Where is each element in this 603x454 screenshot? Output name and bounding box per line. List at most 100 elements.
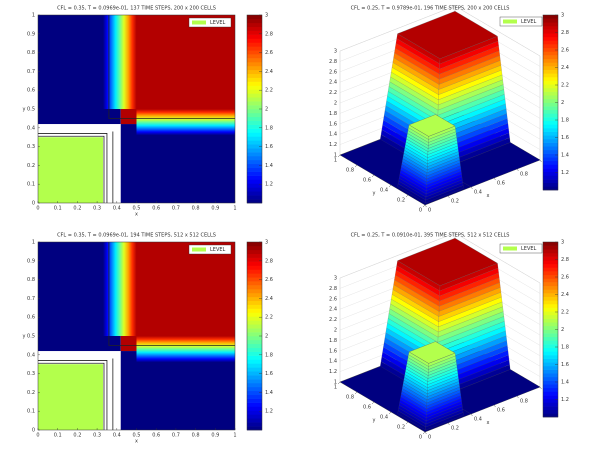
region bbox=[120, 15, 235, 125]
colorbar-cell bbox=[247, 156, 262, 161]
colorbar-tick-label: 1.2 bbox=[561, 170, 569, 176]
colorbar-cell bbox=[247, 289, 262, 294]
colorbar-cell bbox=[543, 66, 558, 70]
colorbar-tick-label: 2.6 bbox=[561, 48, 569, 54]
colorbar-cell bbox=[247, 351, 262, 356]
colorbar-cell bbox=[543, 285, 558, 290]
x-tick-label: 0 bbox=[428, 435, 431, 441]
colorbar-cell bbox=[543, 175, 558, 180]
colorbar-cell bbox=[247, 136, 262, 141]
colorbar-cell bbox=[543, 293, 558, 297]
colorbar-tick-label: 1.8 bbox=[265, 125, 273, 131]
colorbar-tick-label: 2 bbox=[265, 334, 268, 340]
colorbar-cell bbox=[543, 322, 558, 327]
x-tick-label: 0.4 bbox=[474, 190, 482, 196]
colorbar-cell bbox=[247, 328, 262, 333]
panel: 0 0.1 0.2 0.3 0.4 0.5 0.6 0.7 0.8 0.9 1 0 0.1 0.2 0.3 0… bbox=[23, 6, 273, 218]
y-axis-label: y bbox=[23, 334, 26, 340]
colorbar-cell bbox=[543, 303, 558, 308]
colorbar-tick-label: 1.6 bbox=[265, 371, 273, 377]
colorbar-cell bbox=[543, 340, 558, 345]
colorbar-cell bbox=[543, 117, 558, 122]
colorbar-cell bbox=[247, 54, 262, 59]
x-tick bbox=[493, 404, 496, 408]
colorbar-cell bbox=[543, 260, 558, 265]
colorbar-cell bbox=[247, 46, 262, 51]
x-tick-label: 0.4 bbox=[113, 206, 121, 212]
colorbar-cell bbox=[247, 187, 262, 192]
z-tick-label: 2 bbox=[334, 101, 337, 107]
colorbar-tick-label: 2 bbox=[561, 327, 564, 333]
colorbar-cell bbox=[247, 179, 262, 184]
x-axis-label: x bbox=[135, 439, 138, 445]
colorbar-cell bbox=[247, 386, 262, 392]
x-tick-label: 0 bbox=[36, 206, 39, 212]
colorbar-cell bbox=[543, 256, 558, 261]
colorbar-cell bbox=[543, 62, 558, 67]
colorbar-cell bbox=[543, 153, 558, 158]
colorbar-cell bbox=[247, 50, 262, 55]
x-tick-label: 1 bbox=[233, 433, 236, 439]
colorbar-cell bbox=[247, 402, 262, 407]
colorbar-cell bbox=[247, 152, 262, 157]
colorbar-cell bbox=[247, 159, 262, 165]
colorbar-tick-label: 2.8 bbox=[561, 30, 569, 36]
y-tick-label: 0.6 bbox=[363, 405, 371, 411]
y-tick bbox=[405, 194, 409, 198]
colorbar-cell bbox=[543, 271, 558, 276]
panel: 0 0.1 0.2 0.3 0.4 0.5 0.6 0.7 0.8 0.9 1 0 0.1 0.2 0.3 0… bbox=[23, 233, 273, 445]
colorbar-cell bbox=[543, 376, 558, 381]
x-tick-label: 0.5 bbox=[133, 206, 141, 212]
colorbar-cell bbox=[543, 44, 558, 49]
z-tick-label: 2.8 bbox=[329, 59, 337, 65]
colorbar-cell bbox=[247, 273, 262, 278]
z-tick-label: 1.2 bbox=[329, 142, 337, 148]
colorbar-cell bbox=[247, 336, 262, 341]
z-tick-label: 1 bbox=[334, 380, 337, 386]
colorbar-cell bbox=[247, 18, 262, 24]
y-tick bbox=[371, 401, 375, 405]
contour-lines bbox=[38, 15, 235, 203]
y-tick-label: 0.5 bbox=[27, 334, 35, 340]
colorbar-cell bbox=[247, 324, 262, 329]
colorbar-cell bbox=[543, 73, 558, 78]
colorbar-tick-label: 2 bbox=[561, 100, 564, 106]
colorbar-tick-label: 1.2 bbox=[561, 397, 569, 403]
transition bbox=[103, 242, 137, 336]
colorbar-cell bbox=[247, 77, 262, 82]
colorbar-cell bbox=[543, 300, 558, 305]
x-tick bbox=[447, 195, 450, 199]
colorbar-cell bbox=[543, 25, 558, 30]
colorbar-cell bbox=[543, 131, 558, 136]
colorbar-tick-label: 1.4 bbox=[265, 390, 273, 396]
x-tick bbox=[539, 159, 542, 163]
x-tick-label: 1 bbox=[233, 206, 236, 212]
x-tick-label: 0.7 bbox=[172, 433, 180, 439]
colorbar-cell bbox=[247, 285, 262, 290]
colorbar-cell bbox=[247, 73, 262, 78]
colorbar-cell bbox=[247, 105, 262, 110]
legend-box bbox=[188, 17, 232, 28]
colorbar-cell bbox=[543, 242, 558, 246]
legend-box bbox=[499, 16, 543, 27]
colorbar-cell bbox=[247, 85, 262, 90]
colorbar-cell bbox=[247, 304, 262, 309]
colorbar-cell bbox=[247, 269, 262, 274]
colorbar-cell bbox=[543, 69, 558, 74]
plateau bbox=[408, 114, 456, 137]
y-tick bbox=[388, 184, 392, 188]
colorbar-cell bbox=[247, 109, 262, 114]
z-tick-label: 1.6 bbox=[329, 348, 337, 354]
chart-title: CFL = 0.25, T = 0.9789e-01, 196 TIME STE… bbox=[351, 6, 510, 12]
colorbar-cell bbox=[543, 51, 558, 56]
y-tick-label: 0.8 bbox=[346, 395, 354, 401]
x-tick-label: 0.4 bbox=[113, 433, 121, 439]
y-tick-label: 1 bbox=[32, 240, 35, 246]
colorbar-cell bbox=[543, 33, 558, 38]
x-tick-label: 0 bbox=[428, 208, 431, 214]
colorbar-cell bbox=[543, 329, 558, 334]
colorbar-cell bbox=[543, 249, 558, 254]
region bbox=[38, 137, 104, 203]
colorbar-cell bbox=[247, 277, 262, 282]
